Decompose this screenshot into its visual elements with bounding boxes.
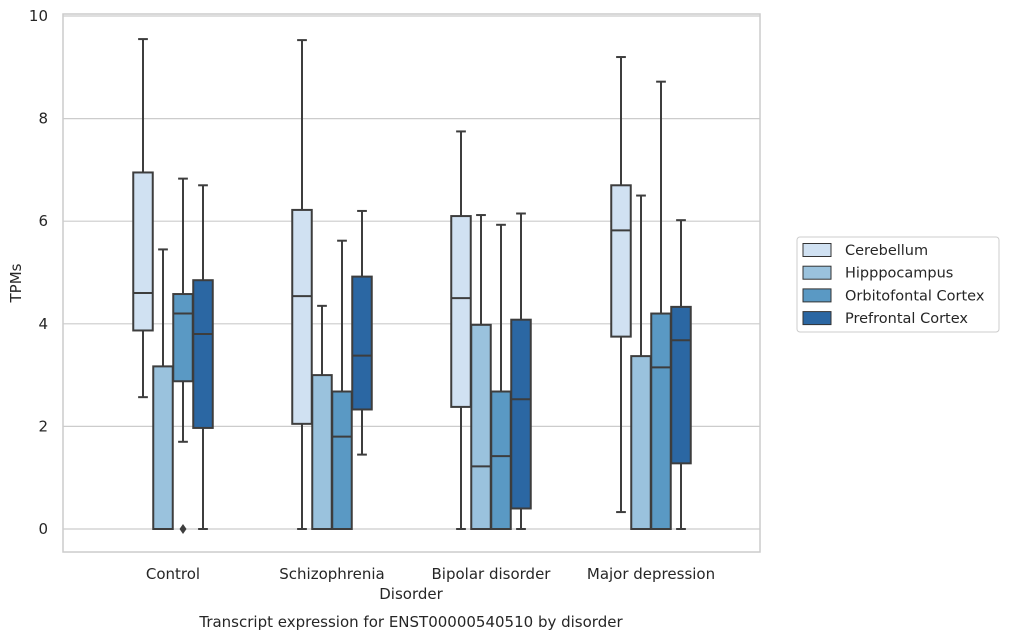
legend-label: Cerebellum <box>845 243 928 259</box>
x-tick-label: Major depression <box>587 565 715 583</box>
box-iqr <box>510 318 532 510</box>
box-iqr <box>610 184 632 338</box>
box-iqr <box>331 390 353 530</box>
box-0-2 <box>450 130 472 530</box>
box-2-2 <box>490 223 512 530</box>
legend-swatch <box>802 265 832 280</box>
x-tick-label: Control <box>146 565 200 583</box>
box-3-2 <box>510 212 532 530</box>
box-2-1 <box>331 239 353 530</box>
box-0-0 <box>132 38 154 399</box>
legend-swatch <box>802 243 832 257</box>
legend-frame <box>796 236 1000 333</box>
box-iqr <box>650 312 672 531</box>
box-iqr <box>351 275 373 411</box>
box-iqr <box>450 215 472 408</box>
legend-label: Hipppocampus <box>845 266 953 282</box>
legend-label: Orbitofontal Cortex <box>845 288 985 304</box>
box-1-0 <box>152 248 174 530</box>
x-tick-label: Bipolar disorder <box>432 565 552 583</box>
y-tick-label: 10 <box>29 7 48 25</box>
box-3-3 <box>670 219 692 530</box>
y-tick-label: 6 <box>38 212 48 230</box>
box-iqr <box>152 365 174 530</box>
box-0-1 <box>291 39 313 530</box>
y-tick-label: 0 <box>38 520 48 538</box>
box-iqr <box>670 305 692 465</box>
box-1-1 <box>311 304 333 530</box>
box-3-1 <box>351 209 373 456</box>
legend-label: Prefrontal Cortex <box>845 311 968 327</box>
y-tick-label: 4 <box>38 315 48 333</box>
plot-frame <box>62 13 761 553</box>
box-3-0 <box>192 184 214 530</box>
chart-title: Transcript expression for ENST0000054051… <box>198 613 623 631</box>
legend-swatch <box>802 311 832 326</box>
y-tick-label: 8 <box>38 110 48 128</box>
outlier-point <box>179 524 187 534</box>
box-2-3 <box>650 80 672 531</box>
box-iqr <box>132 171 154 332</box>
box-iqr <box>470 323 492 530</box>
x-ticks: Control Schizophrenia Bipolar disorder Majo… <box>146 565 715 583</box>
y-tick-label: 2 <box>38 417 48 435</box>
box-iqr <box>291 208 313 425</box>
box-0-3 <box>610 56 632 514</box>
y-ticks: 0 2 4 6 8 10 <box>29 7 48 538</box>
legend: Cerebellum Hipppocampus Orbitofontal Corte… <box>796 236 1000 333</box>
x-tick-label: Schizophrenia <box>279 565 384 583</box>
box-iqr <box>192 279 214 429</box>
box-1-2 <box>470 214 492 530</box>
boxes <box>132 38 692 534</box>
y-axis-label: TPMs <box>7 263 25 303</box>
box-iqr <box>630 355 652 530</box>
box-iqr <box>311 374 333 530</box>
box-iqr <box>172 293 194 383</box>
box-1-3 <box>630 194 652 530</box>
box-iqr <box>490 390 512 530</box>
x-axis-label: Disorder <box>379 585 443 603</box>
legend-swatch <box>802 288 832 303</box>
box-2-0 <box>172 177 194 534</box>
